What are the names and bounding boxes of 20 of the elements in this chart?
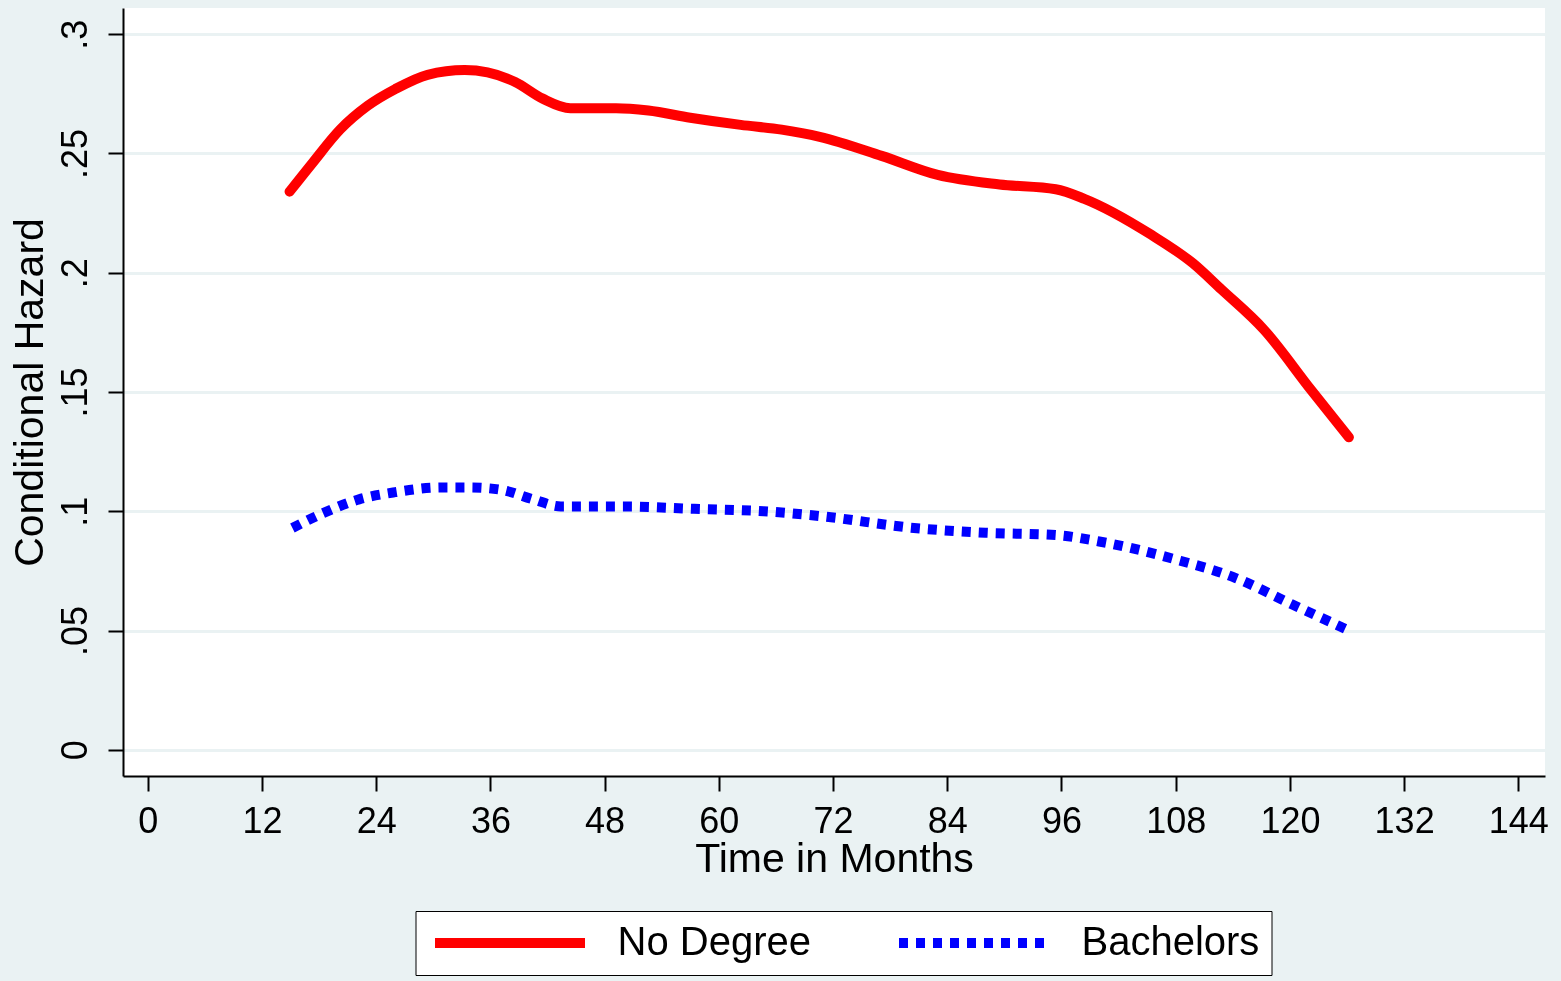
x-tick-label: 108 [1146,799,1207,841]
x-tick-label: 120 [1260,799,1321,841]
x-tick-label: 48 [585,799,626,841]
legend-label: Bachelors [1081,919,1260,963]
y-tick-label: .05 [53,605,95,657]
x-tick-label: 0 [138,799,159,841]
legend-label: No Degree [617,919,811,963]
x-tick-label: 144 [1488,799,1549,841]
y-tick-label: .1 [53,496,95,527]
y-tick-label: .15 [53,367,95,418]
y-tick-label: 0 [53,740,95,761]
x-tick-label: 96 [1041,799,1083,841]
y-axis-title: Conditional Hazard [5,218,52,567]
y-tick-label: .2 [53,258,95,289]
x-tick-label: 12 [242,799,283,841]
y-tick-label: .25 [53,128,95,180]
y-tick-label: .3 [53,19,95,50]
x-tick-label: 132 [1374,799,1435,841]
x-tick-label: 24 [356,799,397,841]
x-tick-label: 36 [470,799,511,841]
